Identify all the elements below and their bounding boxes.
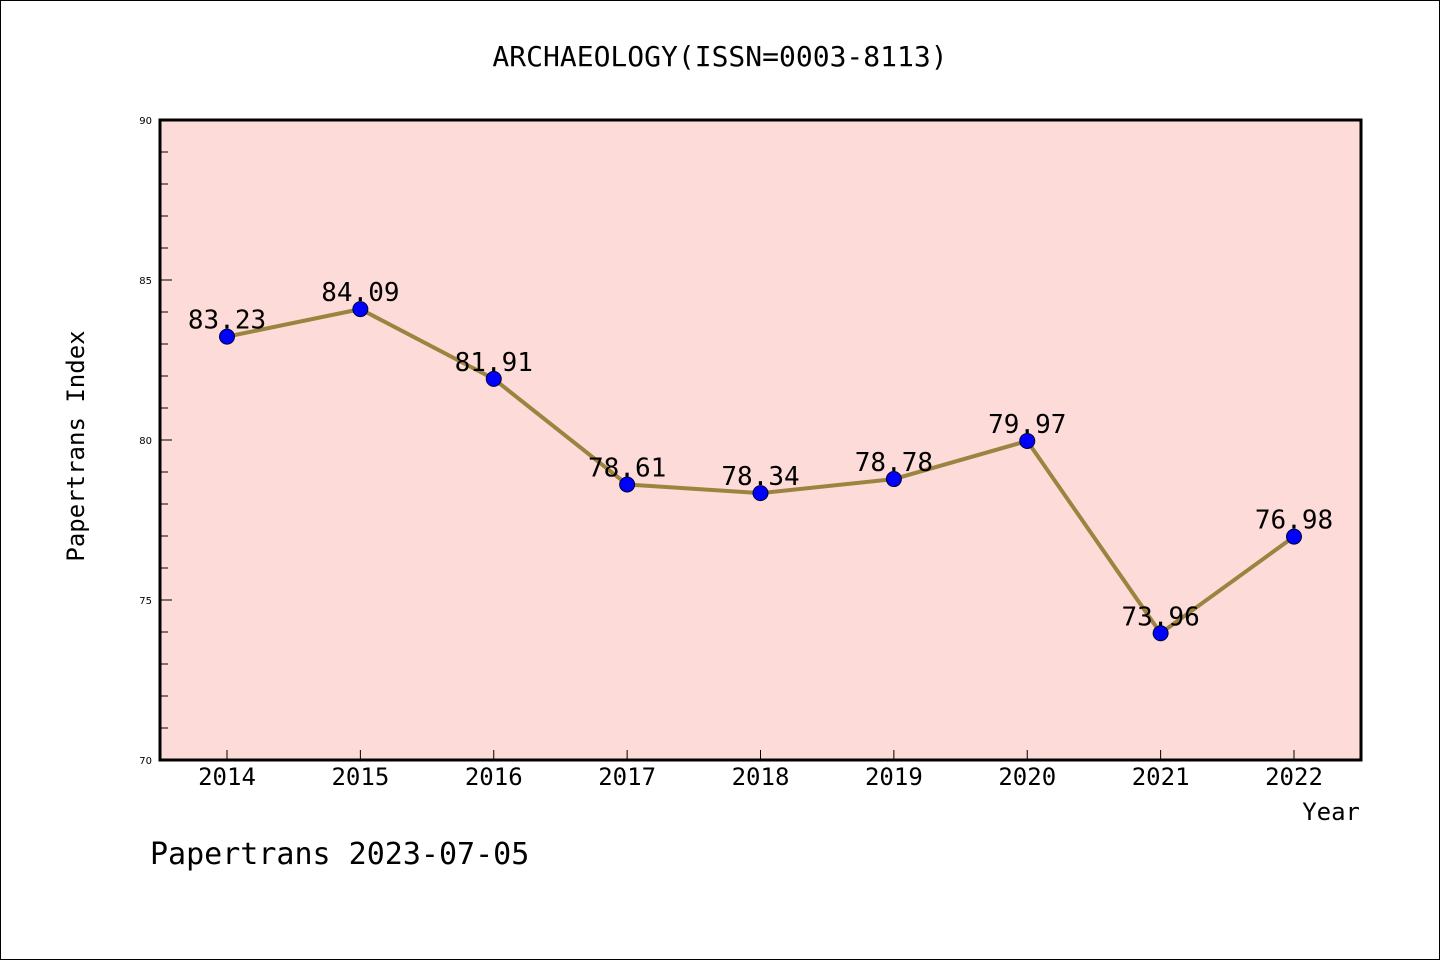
y-axis-ticks: 70 75 80 85 90 — [139, 116, 172, 767]
y-axis-label: Papertrans Index — [62, 330, 90, 561]
data-label: 78.34 — [721, 462, 799, 492]
y-tick-label: 90 — [139, 116, 152, 127]
data-label: 78.78 — [855, 448, 933, 478]
x-tick-label: 2017 — [598, 763, 656, 791]
x-tick-label: 2020 — [998, 763, 1056, 791]
x-tick-label: 2021 — [1132, 763, 1190, 791]
data-point — [352, 301, 369, 318]
chart-title: ARCHAEOLOGY(ISSN=0003-8113) — [492, 40, 947, 73]
x-tick-label: 2022 — [1265, 763, 1323, 791]
data-label: 76.98 — [1255, 506, 1333, 536]
x-tick-label: 2016 — [465, 763, 523, 791]
data-labels: 83.23 84.09 81.91 78.61 78.34 78.78 79.97 73.96… — [188, 278, 1333, 632]
data-label: 73.96 — [1121, 602, 1199, 632]
data-label: 84.09 — [321, 278, 399, 308]
y-tick-label: 80 — [139, 436, 152, 447]
series-markers — [219, 301, 1302, 642]
x-axis-ticks: 2014 2015 2016 2017 2018 2019 2020 2021 2022 — [198, 750, 1323, 791]
x-tick-label: 2018 — [732, 763, 790, 791]
data-point — [1286, 528, 1302, 545]
data-point — [485, 370, 502, 387]
footer-source-date: Papertrans 2023-07-05 — [150, 837, 529, 872]
x-tick-label: 2015 — [331, 763, 389, 791]
data-label: 79.97 — [988, 410, 1066, 440]
data-point — [1152, 625, 1169, 642]
data-label: 83.23 — [188, 306, 266, 336]
y-tick-label: 70 — [139, 756, 152, 767]
x-tick-label: 2014 — [198, 763, 256, 791]
data-point — [219, 328, 235, 345]
data-point — [619, 476, 636, 493]
data-point — [885, 471, 902, 488]
y-tick-label: 75 — [139, 596, 152, 607]
data-point — [752, 485, 769, 502]
x-tick-label: 2019 — [865, 763, 923, 791]
plot-area — [158, 118, 1363, 762]
y-tick-label: 85 — [139, 276, 152, 287]
data-label: 81.91 — [455, 348, 533, 378]
x-axis-label: Year — [1302, 798, 1360, 826]
data-point — [1019, 432, 1036, 449]
data-label: 78.61 — [588, 453, 666, 483]
